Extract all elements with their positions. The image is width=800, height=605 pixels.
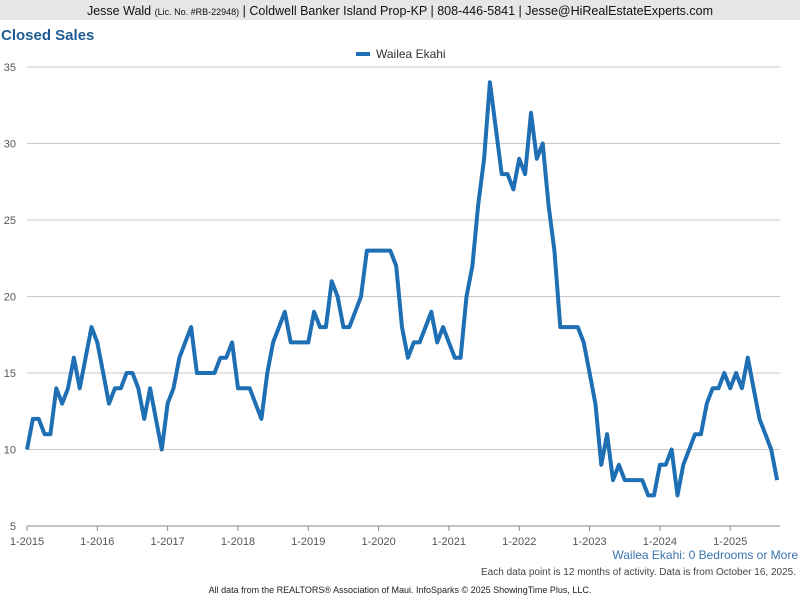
line-series: [25, 80, 780, 498]
x-tick-label: 1-2022: [502, 536, 536, 548]
footer: All data from the REALTORS® Association …: [209, 585, 592, 595]
x-tick-label: 1-2018: [221, 536, 255, 548]
chart-title: Closed Sales: [1, 27, 94, 44]
x-tick-label: 1-2019: [291, 536, 325, 548]
y-tick-label: 25: [4, 215, 16, 227]
header-bar: [0, 0, 800, 20]
y-tick-label: 20: [4, 292, 16, 304]
y-tick-label: 30: [4, 139, 16, 151]
x-tick-label: 1-2024: [643, 536, 677, 548]
header-details: | Coldwell Banker Island Prop-KP | 808-4…: [243, 4, 713, 18]
x-tick-label: 1-2023: [572, 536, 606, 548]
y-tick-label: 35: [4, 62, 16, 74]
header: Jesse Wald (Lic. No. #RB-22948) | Coldwe…: [87, 4, 713, 18]
x-tick-label: 1-2020: [361, 536, 395, 548]
x-tick-label: 1-2015: [10, 536, 44, 548]
y-tick-label: 15: [4, 368, 16, 380]
x-tick-label: 1-2025: [713, 536, 747, 548]
chart-subtitle: Wailea Ekahi: 0 Bedrooms or More: [612, 548, 798, 562]
x-tick-label: 1-2017: [151, 536, 185, 548]
y-tick-label: 10: [4, 445, 16, 457]
header-license: (Lic. No. #RB-22948): [155, 7, 240, 17]
note: Each data point is 12 months of activity…: [481, 567, 796, 578]
x-tick-label: 1-2016: [80, 536, 114, 548]
legend-label: Wailea Ekahi: [376, 47, 446, 61]
header-name: Jesse Wald: [87, 4, 151, 18]
x-tick-label: 1-2021: [432, 536, 466, 548]
y-tick-label: 5: [10, 521, 16, 533]
